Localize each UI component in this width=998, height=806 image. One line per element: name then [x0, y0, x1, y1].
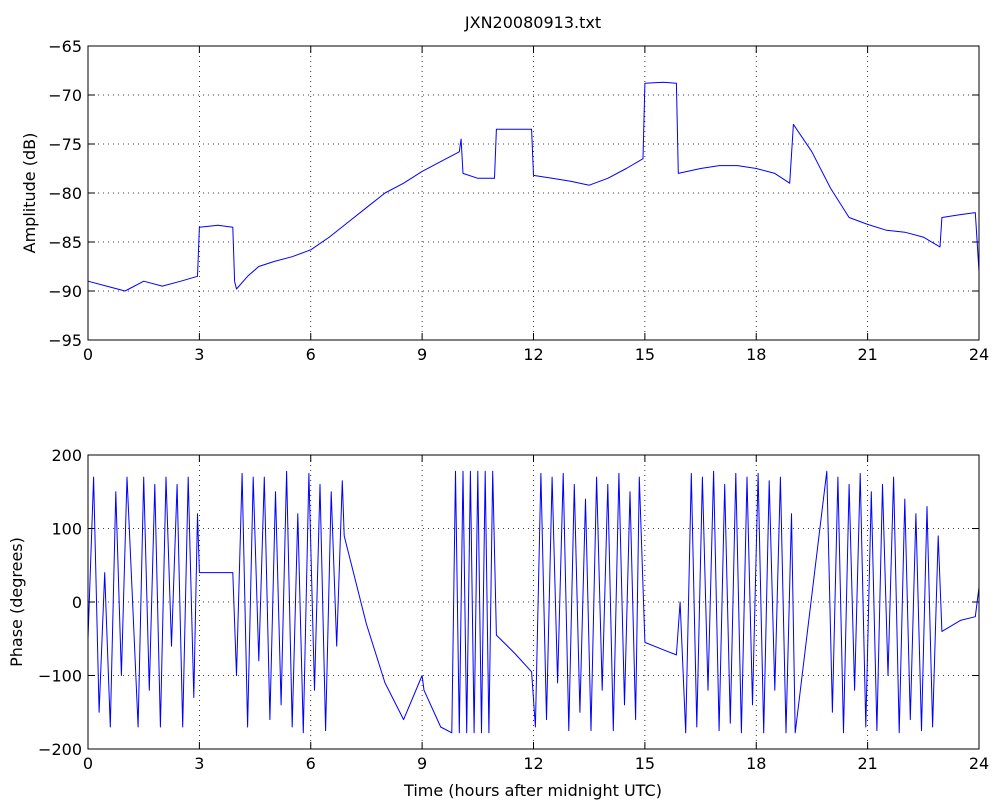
- amplitude-ytick-label: −95: [48, 331, 82, 350]
- time-xlabel: Time (hours after midnight UTC): [403, 781, 662, 800]
- phase-xtick-label: 12: [523, 754, 543, 773]
- phase-xtick-label: 3: [194, 754, 204, 773]
- phase-ylabel: Phase (degrees): [7, 537, 26, 667]
- phase-xtick-label: 24: [969, 754, 989, 773]
- amplitude-ytick-label: −80: [48, 184, 82, 203]
- amplitude-ylabel: Amplitude (dB): [20, 133, 39, 254]
- amplitude-ytick-label: −85: [48, 233, 82, 252]
- phase-xtick-label: 15: [635, 754, 655, 773]
- amplitude-series: [87, 81, 980, 292]
- amplitude-axes: 0 3 6 9 12 15 18 21 24 −95 −90 −85 −80 −75 −70 −65 JXN2…: [20, 13, 989, 364]
- amplitude-series-line: [87, 81, 980, 292]
- phase-axes: 0 3 6 9 12 15 18 21 24 −200 −100 0 100 200 Time (hour…: [7, 446, 989, 800]
- amplitude-xtick-label: 3: [194, 345, 204, 364]
- amplitude-frame: [87, 45, 980, 341]
- amplitude-xtick-label: 0: [83, 345, 93, 364]
- phase-ytick-label: 0: [72, 593, 82, 612]
- amplitude-ytick-label: −65: [48, 37, 82, 56]
- phase-series-line: [87, 470, 980, 734]
- phase-series: [87, 470, 980, 734]
- amplitude-ytick-label: −75: [48, 135, 82, 154]
- phase-xtick-label: 9: [417, 754, 427, 773]
- amplitude-xtick-label: 9: [417, 345, 427, 364]
- chart-title: JXN20080913.txt: [464, 13, 601, 32]
- amplitude-ytick-label: −70: [48, 86, 82, 105]
- phase-ytick-label: 200: [51, 446, 82, 465]
- phase-ytick-label: 100: [51, 520, 82, 539]
- amplitude-xtick-label: 21: [857, 345, 877, 364]
- amplitude-xtick-label: 24: [969, 345, 989, 364]
- phase-ticks: 0 3 6 9 12 15 18 21 24 −200 −100 0 100 200: [38, 446, 989, 773]
- phase-ytick-label: −200: [38, 740, 82, 759]
- phase-xtick-label: 6: [306, 754, 316, 773]
- amplitude-xtick-label: 12: [523, 345, 543, 364]
- phase-xtick-label: 21: [857, 754, 877, 773]
- phase-ytick-label: −100: [38, 667, 82, 686]
- amplitude-ytick-label: −90: [48, 282, 82, 301]
- amplitude-ticks: 0 3 6 9 12 15 18 21 24 −95 −90 −85 −80 −75 −70 −65: [48, 37, 989, 364]
- amplitude-xtick-label: 6: [306, 345, 316, 364]
- phase-frame: [87, 454, 980, 750]
- amplitude-xtick-label: 15: [635, 345, 655, 364]
- amplitude-xtick-label: 18: [746, 345, 766, 364]
- amplitude-grid: [88, 46, 979, 340]
- phase-xtick-label: 18: [746, 754, 766, 773]
- phase-xtick-label: 0: [83, 754, 93, 773]
